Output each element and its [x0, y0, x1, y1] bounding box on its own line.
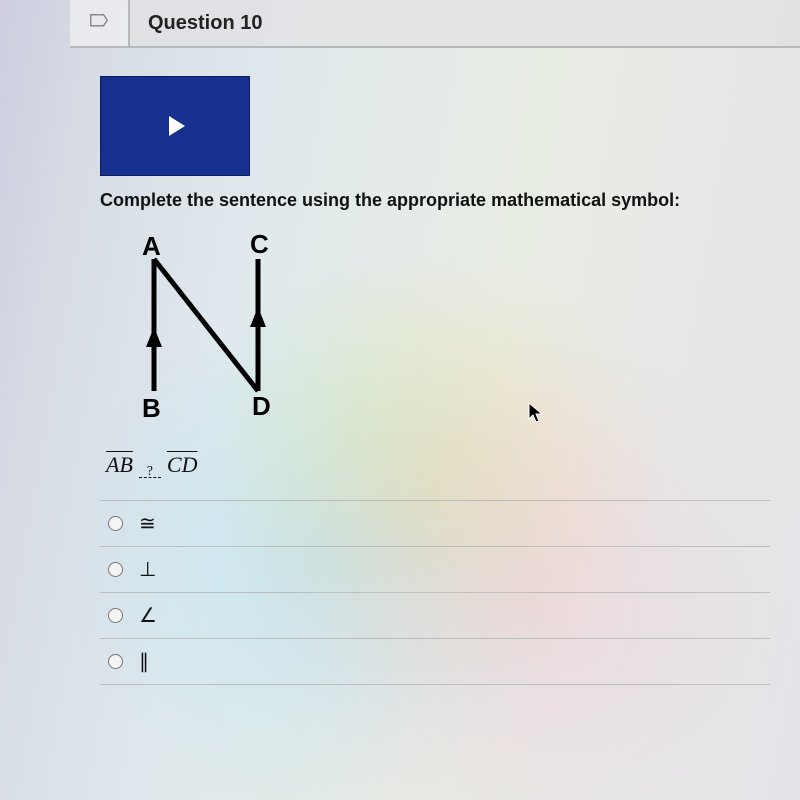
radio-icon — [108, 562, 123, 577]
play-icon — [169, 116, 185, 136]
mouse-cursor-icon — [528, 402, 544, 424]
radio-icon — [108, 516, 123, 531]
answer-choices: ≅ ⊥ ∠ ∥ — [100, 500, 770, 685]
choice-congruent[interactable]: ≅ — [100, 501, 770, 547]
geometry-diagram: A C B D — [106, 231, 770, 426]
equation-rhs: CD — [167, 452, 198, 478]
choice-label: ∥ — [139, 649, 149, 674]
equation-blank: ? — [139, 467, 161, 478]
question-title: Question 10 — [148, 12, 262, 35]
question-content: Complete the sentence using the appropri… — [70, 48, 800, 685]
choice-label: ⊥ — [139, 557, 156, 582]
choice-label: ≅ — [139, 511, 156, 536]
question-page: Question 10 Complete the sentence using … — [0, 0, 800, 800]
diagram-label-d: D — [252, 391, 271, 421]
diagram-label-c: C — [250, 231, 269, 259]
equation-lhs: AB — [106, 452, 133, 478]
bookmark-flag-icon — [88, 12, 110, 34]
choice-parallel[interactable]: ∥ — [100, 639, 770, 685]
question-header: Question 10 — [70, 0, 800, 48]
diagram-label-a: A — [142, 231, 161, 261]
diagram-label-b: B — [142, 393, 161, 421]
choice-perpendicular[interactable]: ⊥ — [100, 547, 770, 593]
equation: AB ? CD — [106, 452, 770, 478]
choice-label: ∠ — [139, 603, 157, 628]
radio-icon — [108, 654, 123, 669]
question-prompt: Complete the sentence using the appropri… — [100, 190, 770, 211]
question-title-cell: Question 10 — [130, 0, 800, 46]
radio-icon — [108, 608, 123, 623]
video-thumbnail[interactable] — [100, 76, 250, 176]
flag-button[interactable] — [70, 0, 130, 46]
choice-angle[interactable]: ∠ — [100, 593, 770, 639]
